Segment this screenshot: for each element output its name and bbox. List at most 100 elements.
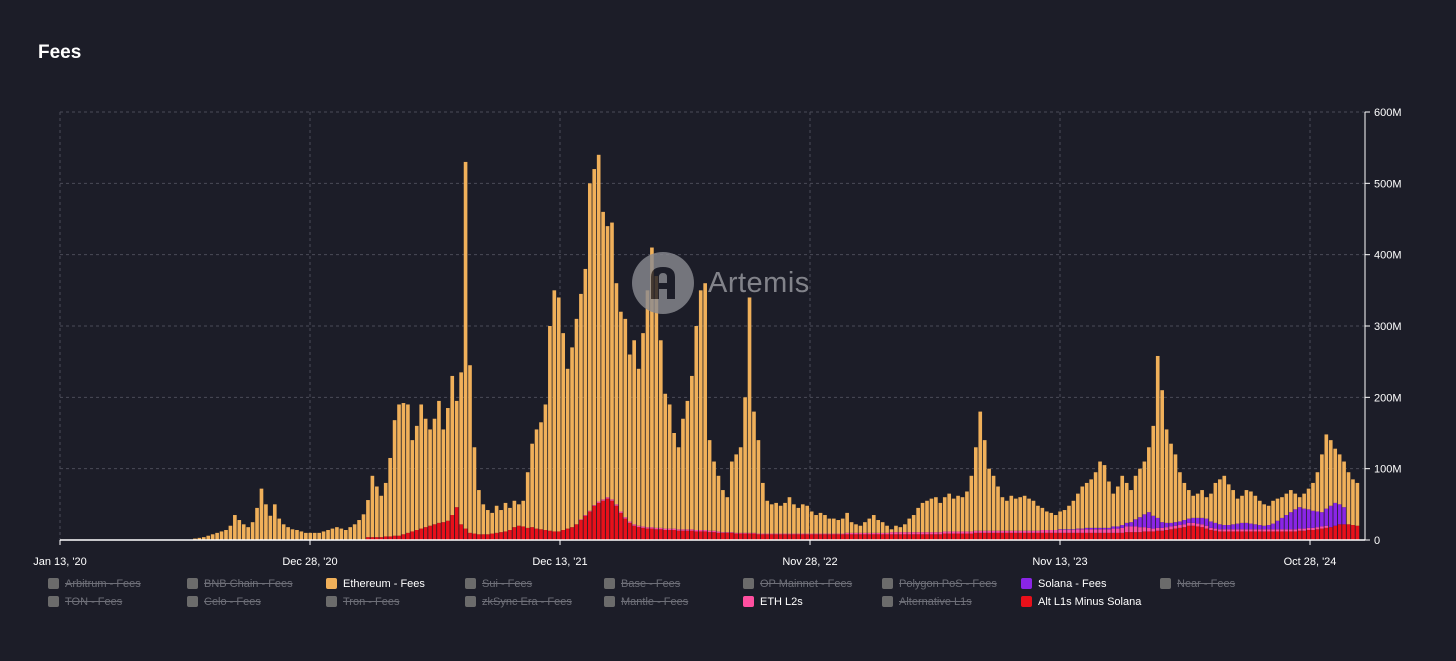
legend-swatch [1021,596,1032,607]
bar-ethereum [406,404,410,533]
bar-alt-l1s [645,528,650,540]
bar-eth-l2s [796,533,801,535]
bar-eth-l2s [690,529,694,531]
bar-eth-l2s [1076,529,1080,533]
legend-item[interactable]: Alternative L1s [882,595,1021,608]
bar-eth-l2s [658,527,663,530]
bar-alt-l1s [370,537,375,540]
bar-ethereum [916,507,920,533]
bar-ethereum [539,422,543,530]
bar-ethereum [854,524,858,533]
bar-ethereum [1244,490,1249,523]
bar-alt-l1s [1271,531,1275,540]
bar-ethereum [1266,505,1271,526]
legend-item[interactable]: TON - Fees [48,595,187,608]
bar-alt-l1s [725,532,730,540]
bar-eth-l2s [818,533,823,535]
bar-alt-l1s [1155,530,1160,540]
bar-solana [1328,505,1333,528]
bar-alt-l1s [406,532,410,540]
bar-ethereum [1120,475,1125,526]
bar-eth-l2s [1249,529,1253,532]
bar-eth-l2s [1036,530,1040,533]
bar-eth-l2s [1226,529,1231,532]
bar-solana [1320,512,1324,527]
bar-eth-l2s [729,532,734,533]
legend-item[interactable]: Sui - Fees [465,577,604,590]
bar-alt-l1s [947,533,952,540]
bar-alt-l1s [761,534,765,540]
bar-ethereum [1107,481,1111,528]
bar-eth-l2s [636,525,641,528]
bar-ethereum [898,527,903,533]
bar-ethereum [965,491,969,532]
legend-item[interactable]: Near - Fees [1160,577,1299,590]
bar-ethereum [1076,493,1080,529]
bar-solana [1231,524,1235,530]
bar-ethereum [432,418,437,525]
bar-alt-l1s [605,498,610,540]
bar-solana [1226,525,1231,530]
watermark-text: Artemis [708,266,810,299]
bar-alt-l1s [1022,532,1027,540]
legend-swatch [187,596,198,607]
bar-ethereum [490,512,495,534]
legend-item[interactable]: Alt L1s Minus Solana [1021,595,1160,608]
bar-alt-l1s [1266,531,1271,540]
bar-alt-l1s [579,520,583,540]
bar-eth-l2s [894,532,898,535]
bar-eth-l2s [956,531,960,534]
bar-eth-l2s [858,532,863,535]
bar-ethereum [317,532,321,540]
bar-solana [1306,509,1311,528]
legend-item[interactable]: Celo - Fees [187,595,326,608]
bar-eth-l2s [903,532,907,535]
bar-alt-l1s [783,534,787,540]
x-tick-label: Oct 28, '24 [1284,556,1337,568]
legend-item[interactable]: ETH L2s [743,595,882,608]
bar-alt-l1s [1262,531,1267,540]
legend-item[interactable]: BNB Chain - Fees [187,577,326,590]
x-tick-label: Dec 13, '21 [532,556,587,568]
legend-item[interactable]: Ethereum - Fees [326,577,465,590]
bar-ethereum [383,482,388,537]
bar-alt-l1s [889,534,894,540]
bar-eth-l2s [743,532,747,534]
bar-ethereum [485,510,490,535]
bar-ethereum [587,183,592,511]
bar-ethereum [1346,472,1351,525]
bar-ethereum [414,425,419,531]
bar-eth-l2s [973,530,978,533]
bar-solana [1213,522,1218,529]
legend-swatch [1021,578,1032,589]
legend-item[interactable]: Base - Fees [604,577,743,590]
bar-ethereum [894,525,898,533]
legend-item[interactable]: zkSync Era - Fees [465,595,604,608]
bar-eth-l2s [1080,529,1085,533]
bar-ethereum [1067,505,1071,530]
bar-ethereum [663,393,668,529]
bar-eth-l2s [783,533,787,535]
legend-item[interactable]: Arbitrum - Fees [48,577,187,590]
bar-eth-l2s [1133,526,1138,533]
bar-eth-l2s [1067,530,1071,533]
bar-alt-l1s [1067,532,1071,540]
bar-eth-l2s [911,532,916,535]
legend-item[interactable]: Mantle - Fees [604,595,743,608]
legend-item[interactable]: Solana - Fees [1021,577,1160,590]
bar-alt-l1s [1213,530,1218,540]
bar-alt-l1s [1093,532,1098,540]
bar-eth-l2s [849,532,854,535]
legend-item[interactable]: OP Mainnet - Fees [743,577,882,590]
bar-alt-l1s [965,533,969,540]
bar-eth-l2s [1195,523,1200,527]
bar-alt-l1s [911,534,916,540]
legend-item[interactable]: Tron - Fees [326,595,465,608]
bar-eth-l2s [667,528,672,531]
legend-item[interactable]: Polygon PoS - Fees [882,577,1021,590]
bar-ethereum [805,505,810,534]
bar-alt-l1s [1315,529,1320,540]
bar-eth-l2s [698,530,703,532]
legend-swatch [604,578,615,589]
bar-ethereum [481,504,486,535]
